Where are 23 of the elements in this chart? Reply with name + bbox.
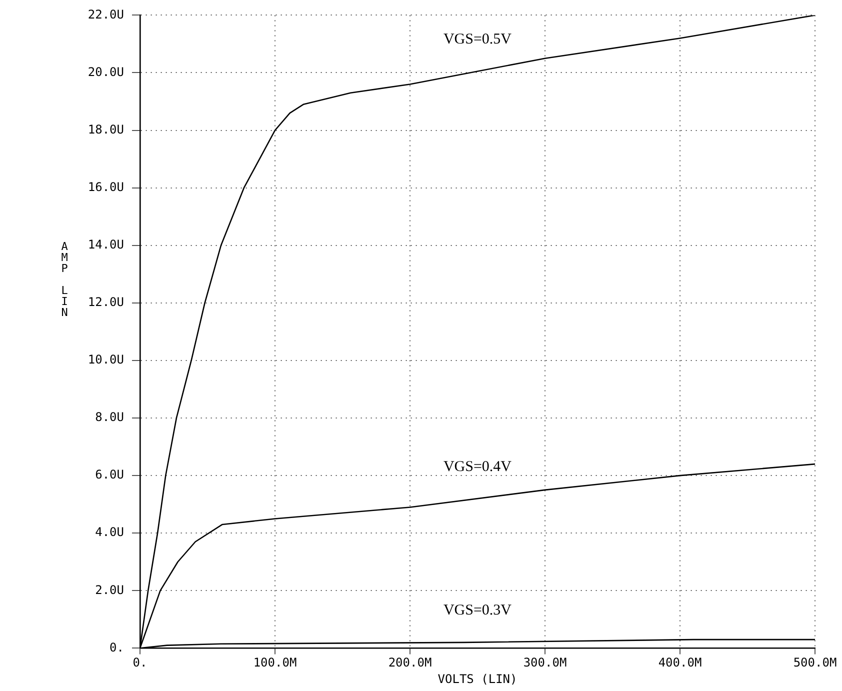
x-tick-label: 300.0M — [523, 656, 567, 670]
x-tick-label: 500.0M — [793, 656, 837, 670]
x-tick-label: 0. — [132, 656, 148, 670]
y-tick-label: 0. — [110, 640, 124, 654]
y-tick-label: 14.0U — [88, 238, 124, 252]
y-tick-label: 22.0U — [88, 7, 124, 22]
y-tick-label: 2.0U — [95, 582, 124, 597]
x-tick-label: 100.0M — [253, 656, 297, 670]
y-tick-label: 8.0U — [95, 410, 124, 424]
x-tick-label: 200.0M — [388, 656, 432, 670]
x-tick-label: 400.0M — [658, 656, 702, 670]
series-label: VGS=0.5V — [443, 32, 512, 48]
series-label: VGS=0.4V — [443, 459, 512, 476]
y-tick-label: 4.0U — [95, 525, 124, 540]
y-tick-label: 20.0U — [88, 64, 124, 79]
y-axis-title: AMP LIN — [58, 240, 71, 317]
y-tick-label: 10.0U — [88, 352, 124, 367]
y-tick-label: 12.0U — [88, 295, 124, 310]
y-tick-label: 6.0U — [95, 468, 124, 482]
y-tick-label: 18.0U — [88, 122, 124, 136]
series-label: VGS=0.3V — [443, 602, 512, 619]
x-axis-title: VOLTS (LIN) — [438, 672, 518, 686]
y-tick-label: 16.0U — [88, 180, 124, 194]
